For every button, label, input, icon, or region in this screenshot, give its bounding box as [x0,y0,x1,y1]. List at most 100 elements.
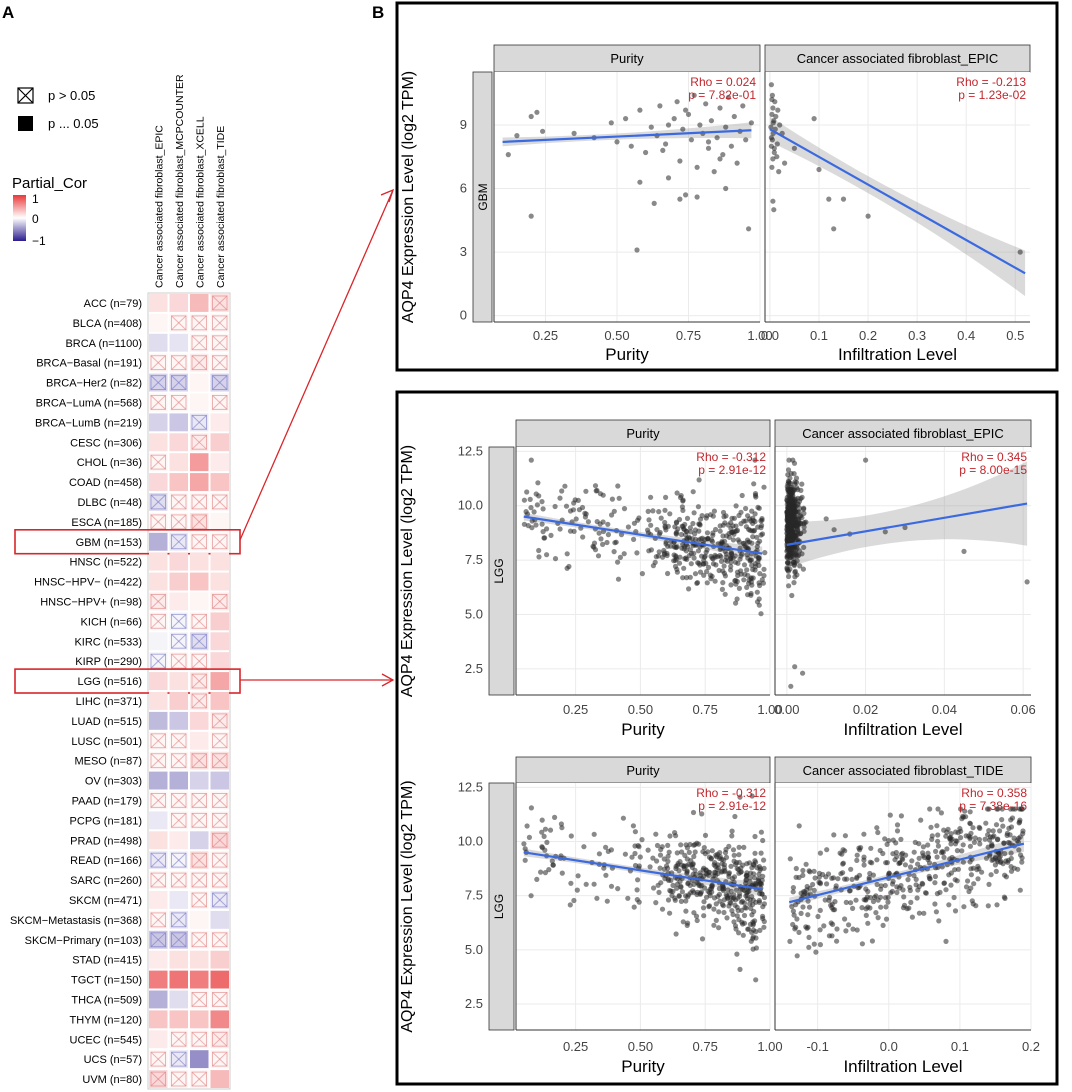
data-point [600,541,606,548]
data-point [758,532,764,538]
data-point [946,902,952,908]
cross-line-icon [191,653,207,669]
data-point [696,521,702,527]
data-point [967,821,974,827]
rho-annotation: Rho = 0.358 [961,786,1027,800]
heatmap-cell [210,692,229,710]
data-point [791,555,797,561]
heatmap-cell [210,473,229,491]
data-point [883,916,890,922]
data-point [630,823,637,829]
cross-box-icon [212,355,228,371]
data-point [785,528,791,534]
data-point [548,532,554,539]
cross-box-icon [171,932,187,948]
data-point [720,152,726,158]
data-point [927,806,933,812]
data-point [645,847,651,853]
cross-box-icon [191,872,207,888]
significance-legend: p > 0.05 p ... 0.05 [17,87,99,131]
heatmap-cell [210,910,229,929]
data-point [730,911,736,918]
heatmap-column-label: Cancer associated fibroblast_EPIC [153,125,165,288]
data-point [776,169,782,175]
data-point [697,569,704,575]
p-value-annotation: p = 1.23e-02 [958,88,1026,102]
data-point [734,904,740,910]
cross-line-icon [212,295,228,311]
data-point [656,889,662,896]
data-point [921,910,927,916]
data-point [700,867,706,873]
cross-line-icon [171,494,187,510]
y-tick-label: 5.0 [465,607,483,622]
plot-background [765,72,1030,322]
data-point [720,903,727,909]
data-point [705,145,712,151]
data-point [746,539,753,545]
data-point [632,829,639,835]
data-point [788,470,794,477]
data-point [617,554,624,561]
data-point [817,850,824,856]
data-point [830,907,836,913]
heatmap-cell [190,294,209,312]
data-point [873,910,879,916]
x-axis-label: Infiltration Level [838,345,957,364]
data-point [793,509,799,515]
data-point [882,836,888,842]
data-point [909,914,916,920]
cross-box-icon [191,534,207,550]
heatmap-cell [190,552,209,571]
facet-strip-label: Purity [626,426,660,441]
data-point [751,875,758,881]
data-point [582,514,589,520]
x-tick-label: 0.06 [1010,702,1035,717]
cross-line-icon [212,1031,228,1047]
data-point [743,137,749,143]
plot-background [775,447,1031,695]
highlight-box [14,668,241,694]
data-point [883,860,889,866]
data-point [592,483,599,489]
data-point [677,158,683,164]
data-point [945,826,951,832]
y-tick-label: 5.0 [465,942,483,957]
data-point [614,139,620,145]
data-point [1020,828,1026,834]
data-point [699,936,706,942]
data-point [745,513,751,519]
data-point [885,899,891,905]
heatmap-row-label: ACC (n=79) [84,298,142,310]
data-point [748,938,754,944]
data-point [800,670,806,676]
data-point [691,510,697,516]
cross-line-icon [150,753,166,768]
data-point [682,852,688,859]
cross-box-icon [191,753,207,769]
data-point [898,813,905,819]
data-point [528,505,534,511]
cross-line-icon [191,793,207,808]
row-strip [488,446,515,696]
cross-box-icon [171,912,187,928]
data-point [811,941,817,947]
data-point [786,573,792,580]
data-point [806,934,812,941]
data-point [646,517,652,523]
data-point [594,519,600,525]
data-point [907,864,914,870]
cross-line-icon [150,653,166,669]
heatmap-cell [149,970,168,989]
data-point [702,851,708,857]
data-point [716,925,722,931]
data-point [598,536,604,542]
data-point [682,556,688,562]
data-point [712,578,718,584]
cross-box-icon [212,852,228,868]
heatmap-cell [210,512,229,531]
data-point [1006,825,1012,832]
data-point [785,538,791,544]
heatmap-row-label: COAD (n=458) [69,477,142,489]
data-point [701,572,707,578]
